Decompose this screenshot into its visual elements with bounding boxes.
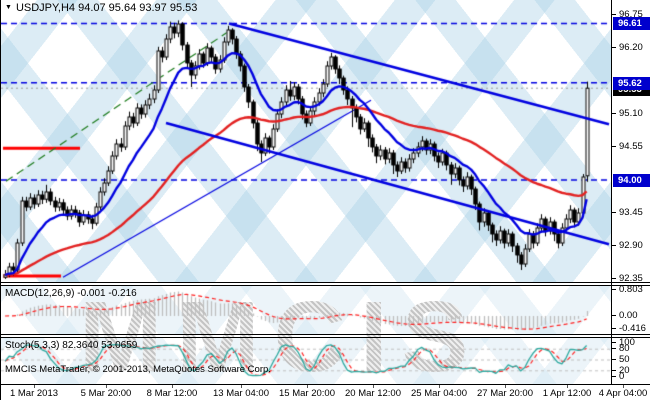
macd-indicator-label: MACD(12,26,9) -0.001 -0.216 (5, 288, 137, 299)
macd-pane-canvas[interactable] (1, 286, 611, 333)
time-tick (172, 385, 173, 388)
main-pane-bottom-border (1, 282, 650, 283)
chart-title: USDJPY,H4 94.07 95.64 93.97 95.53 (15, 2, 198, 14)
time-tick (34, 385, 35, 388)
stoch-pane-canvas[interactable] (1, 338, 611, 384)
price-chart-canvas[interactable] (1, 0, 611, 283)
time-tick (373, 385, 374, 388)
price-tag: 94.00 (613, 173, 650, 187)
time-label: 13 Mar 04:00 (213, 388, 269, 399)
macd-pane-bottom-border (1, 334, 650, 335)
chart-title-bar: ▼ USDJPY,H4 94.07 95.64 93.97 95.53 (5, 2, 197, 14)
time-label: 1 Mar 2013 (9, 388, 59, 399)
macd-pane-top-border (1, 285, 650, 286)
stoch-indicator-label: Stoch(5,3,3) 82.3640 53.0659 (5, 340, 138, 351)
time-label: 5 Mar 20:00 (80, 388, 132, 399)
time-tick (241, 385, 242, 388)
time-label: 8 Mar 12:00 (146, 388, 198, 399)
time-axis[interactable]: 1 Mar 2013 5 Mar 20:00 8 Mar 12:00 13 Mar 0… (1, 385, 650, 400)
price-axis[interactable]: 96.75 96.20 95.10 94.55 93.45 92.90 92.35 0.803… (612, 0, 650, 385)
time-tick (106, 385, 107, 388)
time-label: 20 Mar 12:00 (345, 388, 401, 399)
price-tag: 95.62 (613, 76, 650, 90)
time-tick (623, 385, 624, 388)
time-label: 1 Apr 12:00 (542, 388, 592, 399)
price-tag: 96.61 (613, 16, 650, 30)
stoch-pane-top-border (1, 337, 650, 338)
time-label: 15 Mar 20:00 (279, 388, 335, 399)
symbol-dropdown-icon[interactable]: ▼ (5, 4, 12, 11)
time-label: 25 Mar 04:00 (411, 388, 467, 399)
time-label: 4 Apr 04:00 (598, 388, 648, 399)
time-tick (505, 385, 506, 388)
time-label: 27 Mar 20:00 (477, 388, 533, 399)
copyright-text: MMCIS MetaTrader, © 2001-2013, MetaQuote… (5, 364, 271, 375)
axis-separator (611, 0, 612, 385)
time-tick (307, 385, 308, 388)
time-tick (567, 385, 568, 388)
time-tick (439, 385, 440, 388)
stoch-pane-bottom-border (1, 384, 650, 385)
